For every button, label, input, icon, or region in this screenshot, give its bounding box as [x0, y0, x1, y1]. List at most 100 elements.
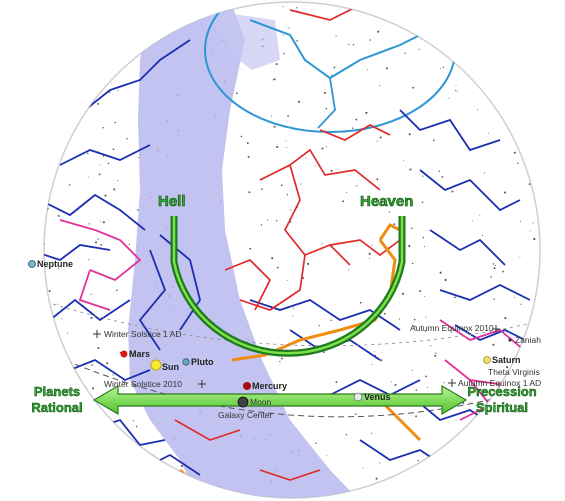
star-dot [523, 78, 526, 81]
neptune-icon [28, 260, 36, 268]
star-dot [93, 457, 96, 460]
star-dot [440, 68, 442, 69]
star-dot [126, 137, 128, 140]
star-dot [442, 66, 445, 69]
star-dot [109, 7, 112, 10]
star-dot [530, 230, 532, 232]
star-dot [296, 40, 298, 42]
star-dot [483, 471, 485, 473]
star-dot [355, 118, 358, 121]
star-dot [439, 271, 442, 274]
star-dot [531, 132, 533, 134]
star-dot [107, 162, 110, 165]
star-dot [415, 389, 418, 391]
star-dot [413, 318, 416, 321]
star-dot [240, 135, 243, 138]
star-dot [154, 453, 156, 455]
star-dot [98, 150, 100, 152]
star-dot [97, 347, 100, 350]
star-dot [380, 359, 383, 362]
galaxy-center-label: Galaxy Center [218, 410, 272, 420]
star-dot [467, 452, 470, 454]
mercury-label: Mercury [252, 381, 287, 391]
star-dot [61, 318, 63, 320]
star-dot [434, 354, 437, 357]
star-dot [444, 278, 447, 282]
star-dot [457, 91, 459, 93]
star-dot [261, 188, 263, 190]
star-dot [428, 457, 430, 459]
star-dot [97, 102, 99, 105]
star-dot [315, 442, 317, 444]
star-dot [104, 194, 107, 197]
star-dot [236, 5, 238, 7]
star-dot [119, 430, 121, 432]
star-dot [375, 477, 378, 480]
star-dot [435, 352, 437, 354]
heaven-label: Heaven [360, 193, 413, 210]
star-dot [531, 324, 534, 326]
star-dot [415, 415, 418, 418]
star-dot [430, 32, 432, 33]
star-dot [464, 17, 466, 18]
star-dot [318, 324, 320, 327]
star-dot [383, 312, 386, 315]
star-dot [44, 209, 46, 211]
star-dot [98, 173, 101, 176]
saturn-label: Saturn [492, 355, 521, 365]
star-dot [524, 425, 526, 427]
star-dot [503, 191, 507, 194]
star-dot [276, 220, 278, 222]
winter-solstice-1ad-label: Winter Solstice 1 AD [104, 329, 181, 339]
star-dot [520, 303, 522, 305]
star-dot [409, 168, 412, 171]
star-dot [273, 125, 276, 128]
star-dot [479, 214, 481, 216]
star-dot [276, 266, 279, 269]
star-dot [369, 39, 371, 41]
star-dot [99, 164, 101, 166]
star-dot [61, 18, 64, 21]
star-dot [44, 113, 47, 116]
star-dot [283, 52, 285, 55]
star-dot [88, 223, 91, 225]
star-dot [368, 252, 371, 255]
star-dot [443, 382, 445, 384]
star-dot [109, 444, 111, 446]
star-dot [505, 17, 508, 20]
star-dot [87, 176, 89, 178]
star-dot [333, 66, 336, 69]
star-dot [45, 308, 47, 310]
star-dot [523, 444, 525, 446]
star-dot [285, 140, 287, 142]
star-dot [289, 209, 291, 211]
star-dot [132, 420, 135, 422]
star-dot [330, 169, 333, 172]
star-dot [44, 242, 45, 245]
star-dot [80, 3, 82, 6]
star-dot [359, 301, 362, 304]
star-dot [533, 237, 536, 241]
star-dot [497, 59, 500, 62]
planets-label: Planets [34, 384, 80, 399]
star-dot [274, 78, 276, 80]
star-dot [66, 332, 68, 334]
star-dot [454, 481, 456, 483]
star-dot [184, 2, 186, 3]
theta-virginis-label: Theta Virginis [488, 367, 540, 377]
star-dot [388, 211, 391, 213]
star-dot [370, 432, 373, 434]
star-dot [137, 157, 139, 158]
star-dot [100, 244, 103, 246]
star-dot [385, 67, 388, 70]
star-dot [393, 223, 396, 226]
star-dot [404, 52, 406, 54]
star-dot [408, 133, 411, 136]
star-dot [67, 466, 70, 469]
star-dot [425, 375, 427, 378]
star-dot [321, 243, 323, 245]
zaniah-icon [508, 338, 512, 342]
star-dot [298, 100, 301, 103]
star-dot [288, 27, 290, 29]
star-dot [325, 146, 328, 148]
